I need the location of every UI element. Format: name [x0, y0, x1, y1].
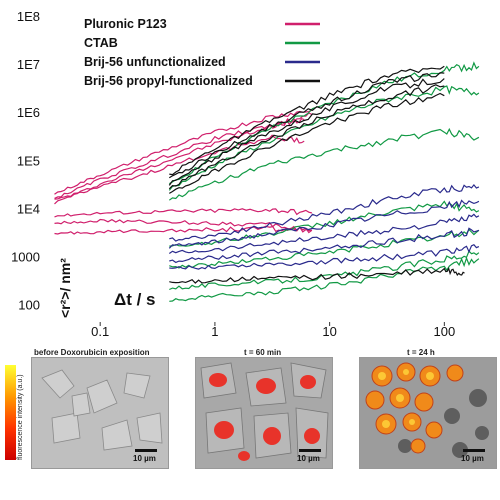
colorbar	[5, 365, 16, 460]
series-line	[169, 256, 480, 302]
series-line	[168, 85, 480, 191]
micrograph-before-image	[32, 358, 168, 468]
y-tick-label: 100	[18, 298, 40, 313]
chart-axes: 0.1 1 10 100 100 1000 1E4 1E5 1E6 1E7 1E8	[11, 9, 455, 339]
scale-bar	[463, 449, 485, 452]
scale-label: 10 µm	[133, 454, 156, 463]
colorbar-label: fluorescence intensity (a.u.)	[17, 374, 24, 460]
series-line	[168, 127, 480, 201]
x-tick-label: 1	[211, 324, 218, 339]
y-tick-label: 1E6	[17, 105, 40, 120]
series-line	[168, 72, 445, 179]
series-line	[169, 250, 480, 291]
series-line	[54, 109, 313, 195]
panel-title-60min: t = 60 min	[244, 348, 282, 357]
series-line	[54, 218, 313, 234]
series-line	[54, 225, 312, 235]
series-line	[54, 134, 305, 200]
series-line	[168, 84, 445, 190]
y-tick-label: 1E5	[17, 153, 40, 168]
y-tick-label: 1E8	[17, 9, 40, 24]
chart-traces	[54, 61, 480, 302]
scale-label: 10 µm	[461, 454, 484, 463]
micrograph-60min: 10 µm	[195, 357, 333, 469]
y-tick-label: 1E4	[17, 201, 40, 216]
panel-title-24h: t = 24 h	[407, 348, 435, 357]
legend-label: Pluronic P123	[84, 17, 167, 31]
y-tick-label: 1000	[11, 249, 40, 264]
series-line	[168, 92, 445, 194]
series-line	[169, 267, 465, 284]
series-line	[169, 243, 480, 270]
series-line	[168, 213, 480, 254]
series-group	[54, 109, 313, 235]
msd-chart: 0.1 1 10 100 100 1000 1E4 1E5 1E6 1E7 1E8 Pluronic…	[11, 9, 480, 339]
series-line	[169, 65, 445, 176]
series-line	[168, 199, 480, 249]
series-line	[169, 61, 480, 185]
series-group	[168, 183, 480, 270]
x-tick-label: 100	[433, 324, 455, 339]
scale-bar	[299, 449, 321, 452]
micrograph-before: 10 µm	[31, 357, 169, 469]
x-tick-label: 10	[322, 324, 336, 339]
series-line	[169, 183, 480, 242]
chart-legend: Pluronic P123 CTAB Brij-56 unfunctionalize…	[84, 17, 320, 88]
series-line	[168, 78, 445, 186]
series-line	[54, 208, 313, 218]
micrograph-24h: 10 µm	[359, 357, 497, 469]
series-line	[169, 200, 480, 247]
series-group	[168, 65, 465, 284]
panel-title-before: before Doxorubicin exposition	[34, 348, 150, 357]
x-axis-label: Δt / s	[114, 290, 156, 309]
series-line	[169, 227, 480, 264]
scale-label: 10 µm	[297, 454, 320, 463]
legend-label: CTAB	[84, 36, 118, 50]
y-axis-label: <r²>/ nm²	[57, 258, 73, 318]
scale-bar	[135, 449, 157, 452]
legend-label: Brij-56 propyl-functionalized	[84, 74, 253, 88]
y-tick-label: 1E7	[17, 57, 40, 72]
legend-label: Brij-56 unfunctionalized	[84, 55, 226, 69]
x-tick-label: 0.1	[91, 324, 109, 339]
